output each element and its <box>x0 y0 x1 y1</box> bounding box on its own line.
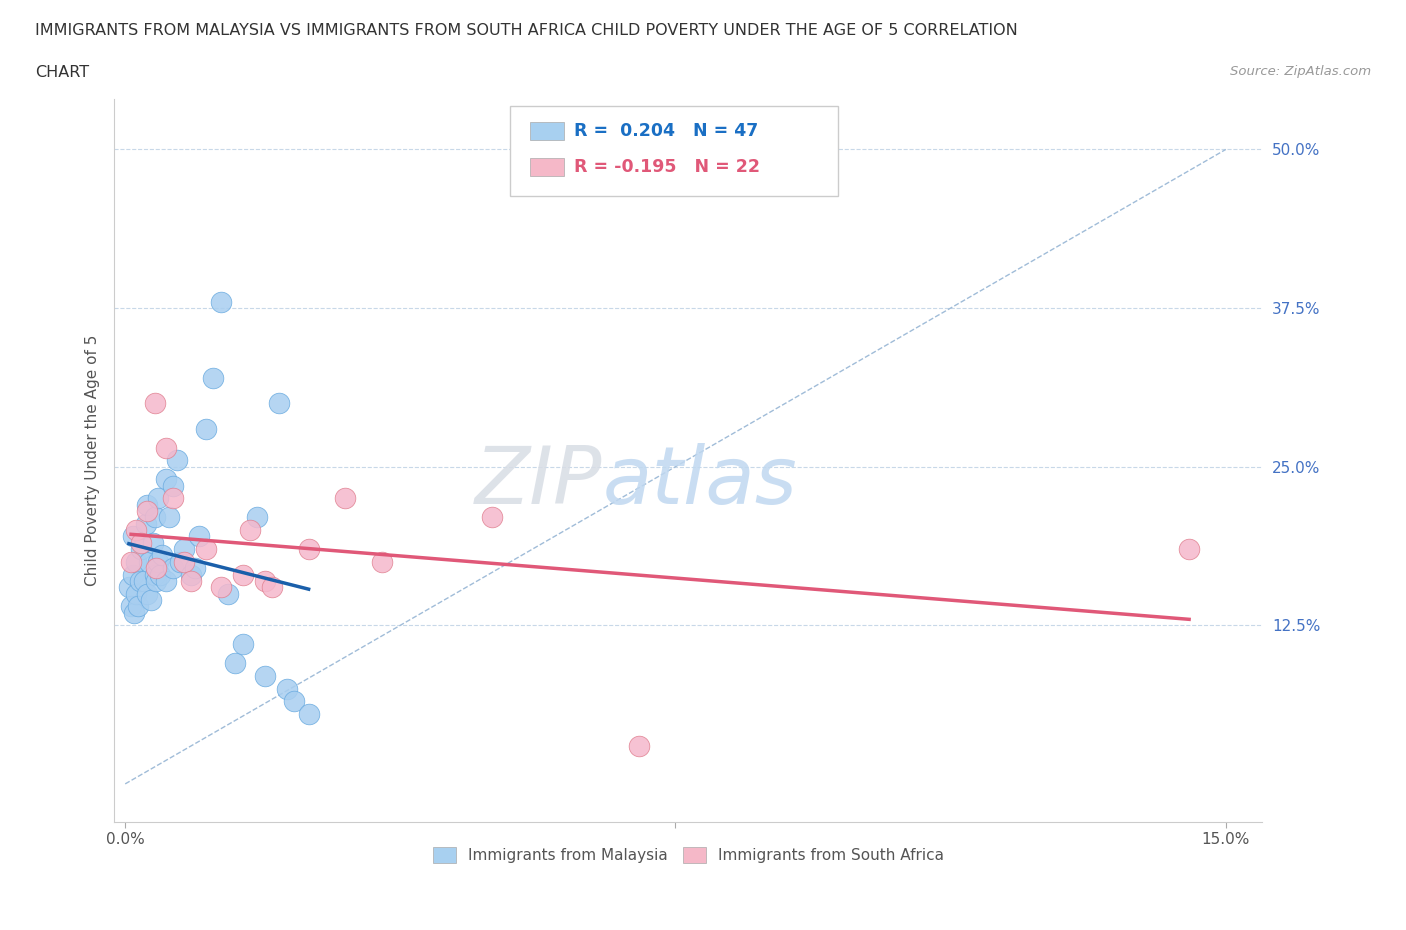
Point <box>125 586 148 601</box>
Point <box>155 472 177 486</box>
Point <box>253 574 276 589</box>
Point <box>136 586 159 601</box>
Point <box>149 567 172 582</box>
Text: R =  0.204   N = 47: R = 0.204 N = 47 <box>574 122 758 140</box>
Point <box>335 491 357 506</box>
Point <box>143 396 166 411</box>
Point <box>269 396 291 411</box>
Point <box>155 440 177 455</box>
Point <box>194 421 217 436</box>
Point <box>128 574 150 589</box>
Point <box>155 574 177 589</box>
Point <box>187 529 209 544</box>
Point <box>118 579 141 594</box>
Y-axis label: Child Poverty Under the Age of 5: Child Poverty Under the Age of 5 <box>86 335 100 586</box>
Point <box>184 561 207 576</box>
Point <box>148 554 170 569</box>
Point <box>180 574 202 589</box>
Point <box>194 541 217 556</box>
Text: CHART: CHART <box>35 65 89 80</box>
Point <box>169 554 191 569</box>
Point <box>125 554 148 569</box>
Point <box>162 478 184 493</box>
Point <box>627 738 650 753</box>
Point <box>139 592 162 607</box>
Point <box>143 510 166 525</box>
Point <box>253 669 276 684</box>
Point <box>173 541 195 556</box>
Text: atlas: atlas <box>602 443 797 521</box>
Point <box>162 561 184 576</box>
Point <box>209 294 232 309</box>
Point <box>298 541 321 556</box>
Point <box>1178 541 1201 556</box>
Point <box>131 541 153 556</box>
Point <box>217 586 239 601</box>
FancyBboxPatch shape <box>510 106 838 196</box>
Point <box>122 605 145 620</box>
Point <box>298 707 321 722</box>
Point <box>127 599 149 614</box>
Point <box>131 536 153 551</box>
Point <box>166 453 188 468</box>
Point <box>120 554 142 569</box>
Point <box>157 510 180 525</box>
Point <box>224 656 246 671</box>
Point <box>142 536 165 551</box>
Text: R = -0.195   N = 22: R = -0.195 N = 22 <box>574 158 759 176</box>
FancyBboxPatch shape <box>530 158 564 176</box>
Text: ZIP: ZIP <box>475 443 602 521</box>
Point <box>136 498 159 512</box>
Point <box>246 510 269 525</box>
Point <box>180 567 202 582</box>
Point <box>132 574 155 589</box>
Point <box>283 694 305 709</box>
Point <box>143 567 166 582</box>
Point <box>276 682 298 697</box>
Point <box>209 579 232 594</box>
Point <box>239 523 262 538</box>
Point <box>145 561 167 576</box>
Point <box>136 504 159 519</box>
Point <box>125 523 148 538</box>
FancyBboxPatch shape <box>530 122 564 140</box>
Point <box>232 567 254 582</box>
Point <box>162 491 184 506</box>
Point <box>135 516 157 531</box>
Point <box>120 599 142 614</box>
Point <box>202 370 225 385</box>
Point <box>260 579 283 594</box>
Point <box>121 529 143 544</box>
Point <box>150 548 173 563</box>
Point <box>481 510 503 525</box>
Legend: Immigrants from Malaysia, Immigrants from South Africa: Immigrants from Malaysia, Immigrants fro… <box>426 841 950 869</box>
Point <box>173 554 195 569</box>
Point <box>148 491 170 506</box>
Point <box>371 554 394 569</box>
Point <box>145 574 167 589</box>
Point <box>121 567 143 582</box>
Text: IMMIGRANTS FROM MALAYSIA VS IMMIGRANTS FROM SOUTH AFRICA CHILD POVERTY UNDER THE: IMMIGRANTS FROM MALAYSIA VS IMMIGRANTS F… <box>35 23 1018 38</box>
Point <box>232 637 254 652</box>
Point <box>138 554 160 569</box>
Text: Source: ZipAtlas.com: Source: ZipAtlas.com <box>1230 65 1371 78</box>
